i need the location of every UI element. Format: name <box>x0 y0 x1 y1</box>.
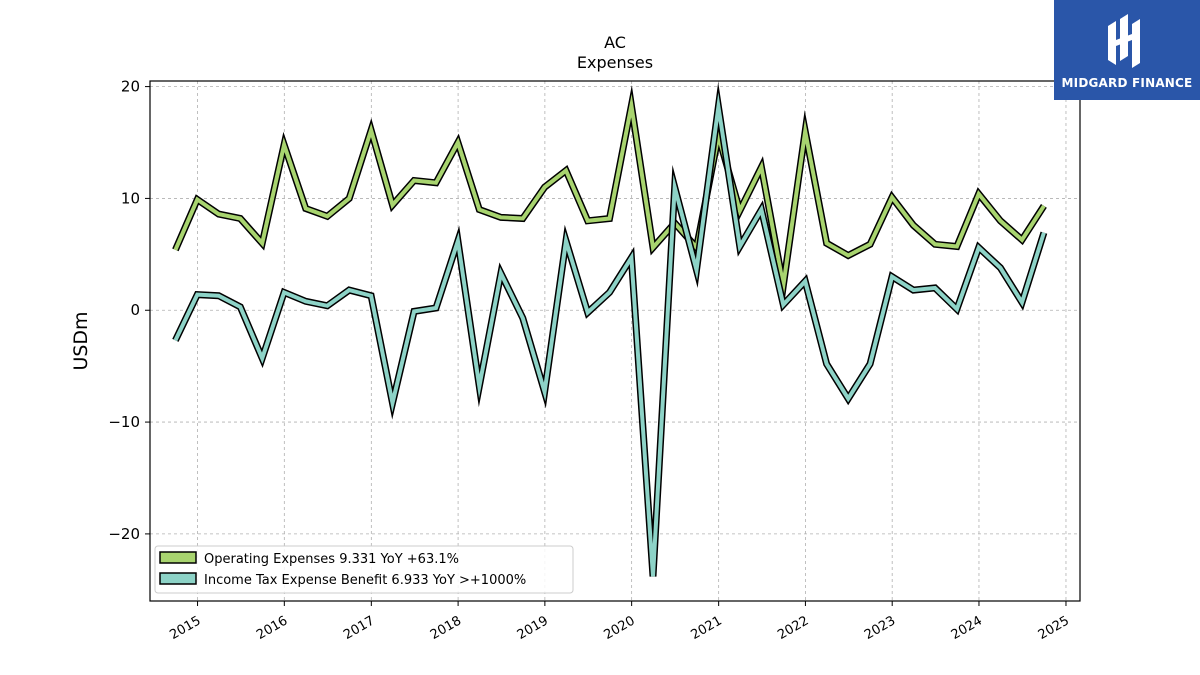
series-line-operating-expenses <box>173 93 1046 299</box>
chart-title: AC <box>604 33 626 52</box>
legend-label-income-tax: Income Tax Expense Benefit 6.933 YoY >+1… <box>204 573 526 588</box>
plot-frame <box>149 80 1081 602</box>
x-tick-label: 2023 <box>862 613 898 643</box>
legend-swatch-operating-expenses <box>159 551 197 564</box>
x-tick-label: 2020 <box>601 613 637 643</box>
x-tick-label: 2019 <box>515 613 551 643</box>
x-tick-label: 2015 <box>167 613 203 643</box>
series-outline-income-tax-expense-benefit <box>172 82 1048 577</box>
y-axis: 20 10 0 −10 −20 <box>108 78 150 543</box>
y-tick-label: 10 <box>121 189 140 207</box>
x-tick-label: 2025 <box>1036 613 1072 643</box>
y-tick-label: −20 <box>108 525 140 543</box>
x-tick-label: 2022 <box>775 613 811 643</box>
chart-subtitle: Expenses <box>577 53 653 72</box>
x-tick-label: 2021 <box>688 613 724 643</box>
legend-frame <box>154 545 574 594</box>
series-line-income-tax-expense-benefit <box>173 92 1046 577</box>
grid <box>150 81 1080 601</box>
midgard-logo-icon <box>1108 14 1140 68</box>
y-tick-label: −10 <box>108 413 140 431</box>
x-tick-label: 2017 <box>341 613 377 643</box>
brand-logo: MIDGARD FINANCE <box>1054 0 1200 100</box>
y-axis-label: USDm <box>70 311 92 370</box>
legend: Operating Expenses 9.331 YoY +63.1% Inco… <box>154 545 574 594</box>
y-tick-label: 20 <box>121 78 140 96</box>
y-tick-label: 0 <box>130 301 140 319</box>
series-outline-operating-expenses <box>172 85 1047 308</box>
x-tick-label: 2016 <box>254 613 290 643</box>
x-tick-label: 2018 <box>428 613 464 643</box>
legend-label-operating-expenses: Operating Expenses 9.331 YoY +63.1% <box>204 552 459 567</box>
brand-name: MIDGARD FINANCE <box>1061 76 1193 90</box>
legend-swatch-income-tax <box>159 572 197 585</box>
x-axis: 2015 2016 2017 2018 2019 2020 2021 2022 2023 2024… <box>167 601 1072 643</box>
series-layer <box>172 82 1048 577</box>
x-tick-label: 2024 <box>949 613 985 643</box>
